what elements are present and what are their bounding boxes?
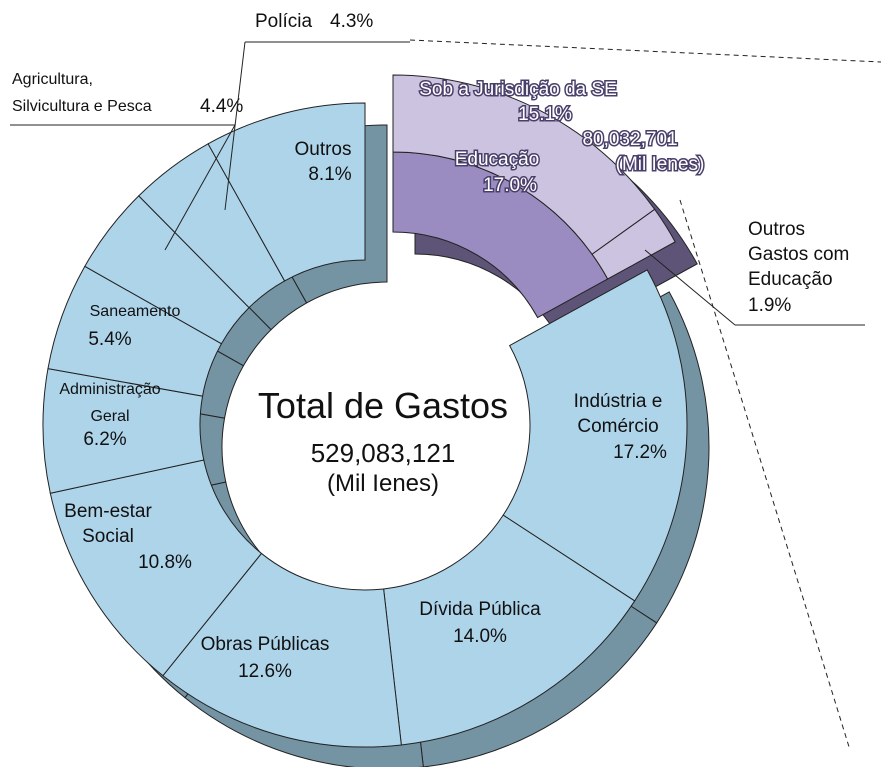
labels: Educação 17.0% Indústria e Comércio 17.2% Dív… [10, 11, 865, 682]
category-label: Indústria e Comércio [574, 391, 663, 437]
value-label: 4.3% [330, 11, 373, 32]
value-label: 12.6% [238, 661, 292, 682]
value-label: 4.4% [200, 96, 243, 117]
category-label: Dívida Pública [419, 599, 541, 620]
sub-value: 15.1% [518, 104, 572, 125]
category-label: Polícia [255, 11, 312, 32]
leader-line [644, 249, 736, 326]
category-label: Agricultura, Silvicultura e Pesca [12, 71, 152, 115]
category-label: Bem-estar Social [64, 501, 152, 547]
sub-unit: (Mil Ienes) [616, 154, 705, 175]
donut [42, 74, 710, 767]
guide-line [679, 199, 851, 751]
sub-amount: 80,032,701 [582, 129, 677, 150]
category-label: Obras Públicas [201, 634, 330, 655]
value-label: 17.0% [483, 175, 537, 196]
category-label: Outros [294, 139, 351, 160]
value-label: 6.2% [83, 429, 126, 450]
slice [502, 269, 688, 602]
leader-line [164, 124, 236, 251]
value-label: 5.4% [88, 329, 131, 350]
sub-slice [591, 208, 676, 280]
value-label: 17.2% [613, 442, 667, 463]
center-title: Total de Gastos [258, 385, 508, 426]
category-label: Educação [455, 149, 540, 170]
sub-label: Outros Gastos com Educação [748, 219, 849, 290]
slice [207, 102, 366, 282]
guide-line [409, 39, 881, 63]
category-label: Saneamento [90, 303, 181, 320]
center-total: 529,083,121 [311, 438, 456, 468]
value-label: 10.8% [138, 552, 192, 573]
value-label: 14.0% [453, 626, 507, 647]
leader-line [224, 41, 246, 211]
sub-label: Sob a Jurisdição da SE [419, 79, 617, 100]
center-unit: (Mil Ienes) [327, 470, 439, 497]
value-label: 8.1% [308, 164, 351, 185]
sub-value: 1.9% [748, 295, 791, 316]
category-label: Administração Geral [59, 381, 160, 425]
slice [383, 514, 636, 746]
